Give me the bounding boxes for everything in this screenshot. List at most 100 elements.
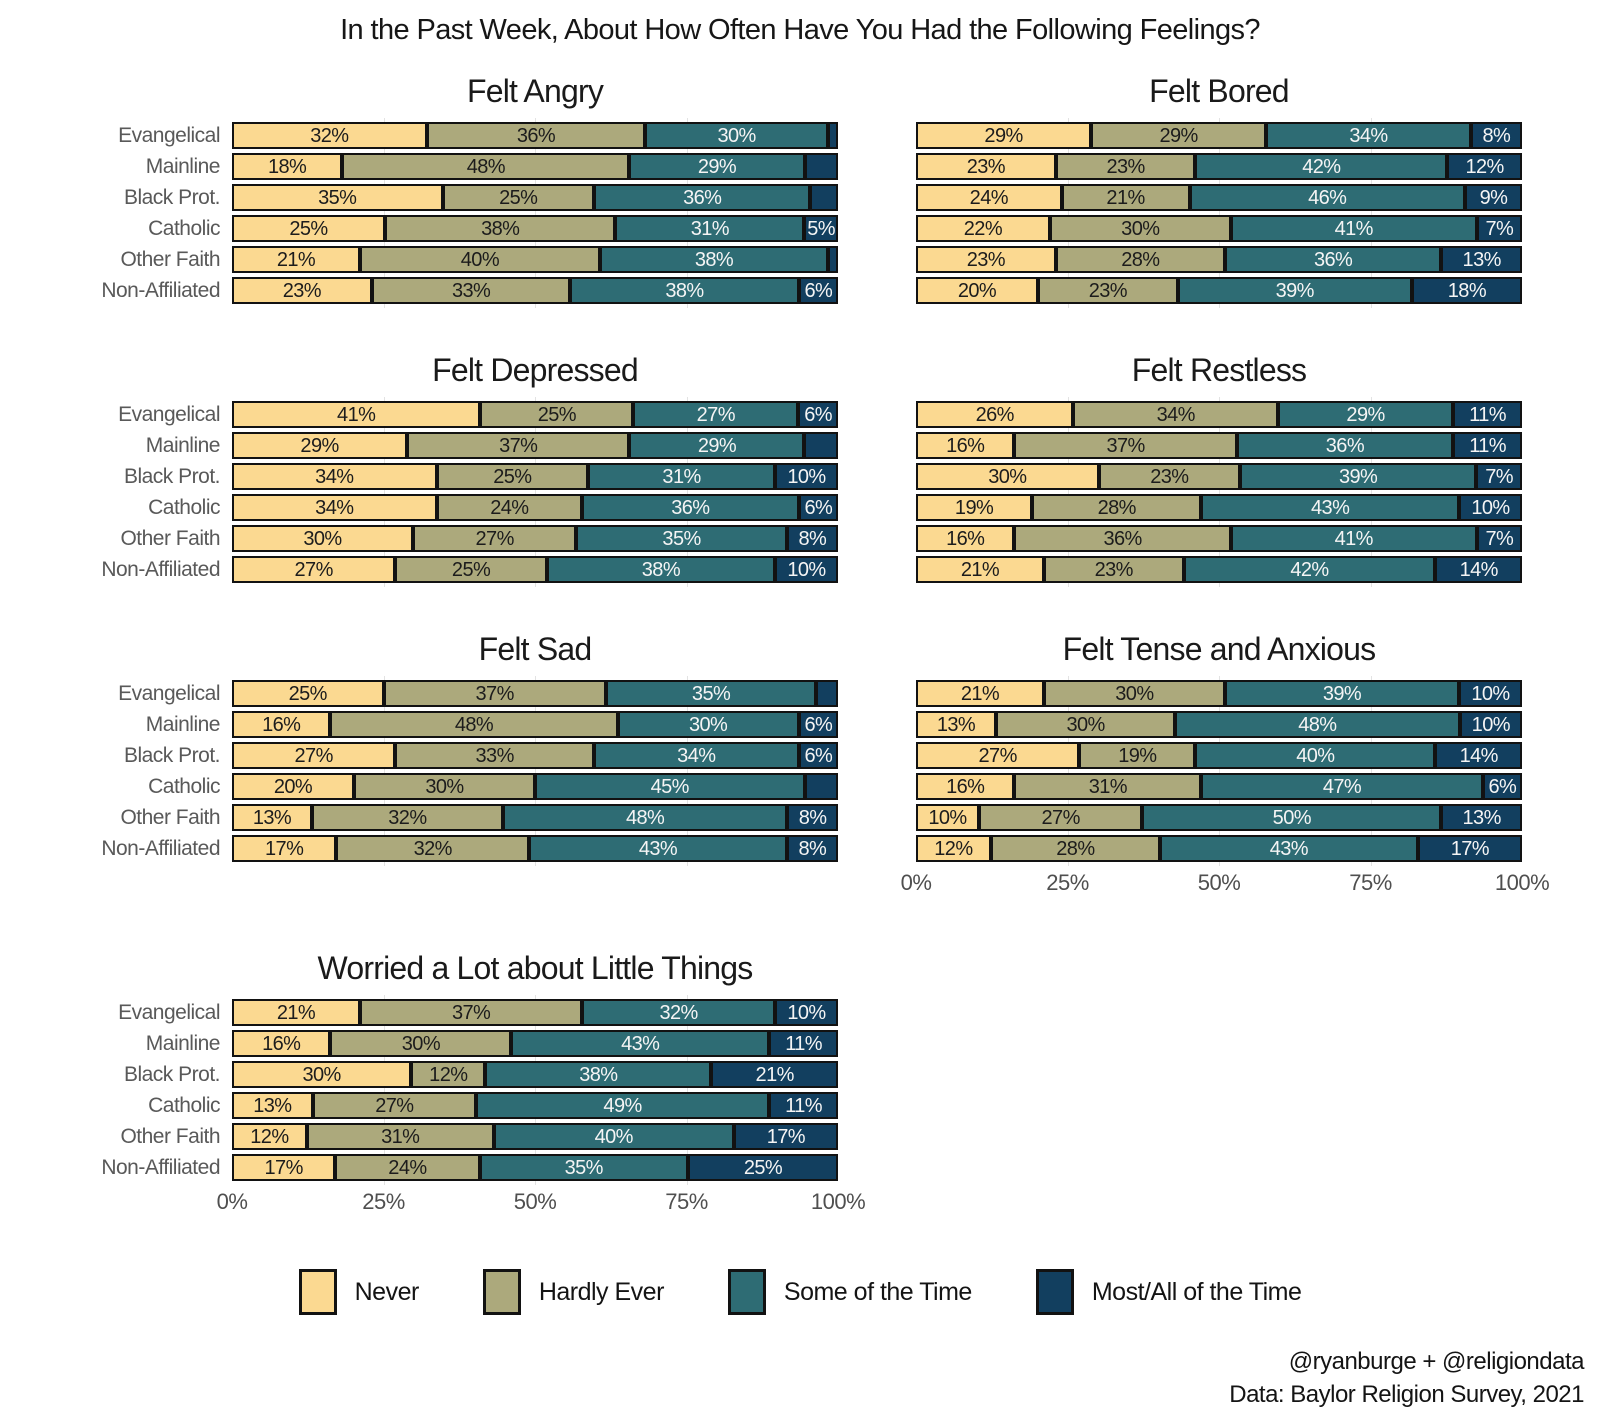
plot-area: 41% 25% 27% 6% 29% 37% 29% 34% 25% 31% 10% 34% 24% 36… (232, 397, 838, 587)
bar-value-label: 48% (1298, 713, 1337, 736)
bar-segment-some-of-the-time: 48% (502, 804, 788, 831)
gridline-25 (383, 676, 385, 866)
bar-segment-most-all-of-the-time: 12% (1447, 153, 1522, 180)
bar-value-label: 40% (1296, 744, 1335, 767)
plot-wrap: 25% 37% 35% 16% 48% 30% 6% 27% 33% 34% 6% 20% 30% 45%… (101, 676, 839, 866)
y-axis-labels: Evangelical Mainline Black Prot. Catholic Ot… (101, 122, 220, 304)
bar-segment-most-all-of-the-time: 10% (1459, 494, 1522, 521)
y-label-mainline: Mainline (145, 434, 221, 457)
bar-value-label: 29% (697, 155, 737, 178)
bar-value-label: 31% (690, 217, 730, 240)
bar-value-label: 34% (1156, 403, 1196, 426)
bar-value-label: 30% (425, 775, 464, 798)
bar-segment-some-of-the-time: 48% (1175, 711, 1460, 738)
chart-felt-sad: Felt Sad 25% 37% 35% 16% 48% 30% 6% 27% 33% 34% 6% 2… (101, 631, 839, 866)
bar-value-label: 8% (798, 837, 827, 860)
footer-handles: @ryanburge + @religiondata (1288, 1347, 1585, 1375)
bar-row-catholic: 34% 24% 36% 6% (232, 494, 838, 521)
bar-segment-most-all-of-the-time: 5% (804, 215, 838, 242)
y-label-other-faith: Other Faith (120, 527, 220, 550)
bar-segment-never: 13% (232, 1092, 313, 1119)
bar-segment-hardly-ever: 34% (1073, 401, 1278, 428)
bar-value-label: 27% (375, 1094, 414, 1117)
bar-value-label: 26% (975, 403, 1015, 426)
x-tick-100: 100% (1494, 870, 1550, 895)
gridline-50 (535, 676, 536, 866)
bar-row-black-prot: 34% 25% 31% 10% (232, 463, 838, 490)
bar-segment-never: 13% (232, 804, 312, 831)
gridline-75 (686, 995, 688, 1185)
bar-value-label: 30% (401, 1032, 441, 1055)
bar-value-label: 47% (1322, 775, 1362, 798)
bar-value-label: 34% (1349, 124, 1388, 147)
bar-segment-some-of-the-time: 42% (1183, 556, 1436, 583)
bar-value-label: 35% (564, 1156, 604, 1179)
bar-value-label: 7% (1485, 217, 1514, 240)
bar-value-label: 32% (659, 1001, 698, 1024)
bar-value-label: 8% (798, 806, 827, 829)
bar-row-mainline: 23% 23% 42% 12% (916, 153, 1522, 180)
bar-segment-hardly-ever: 27% (312, 1092, 476, 1119)
bar-value-label: 8% (1482, 124, 1511, 147)
gridline-50 (1219, 676, 1220, 866)
legend-item-some-of-the-time: Some of the Time (727, 1269, 972, 1315)
bar-row-other-faith: 23% 28% 36% 13% (916, 246, 1523, 273)
chart-felt-restless: Felt Restless 26% 34% 29% 11% 16% 37% 36% 11% 30%… (916, 352, 1523, 587)
bar-value-label: 21% (276, 1001, 316, 1024)
bar-row-other-faith: 16% 36% 41% 7% (916, 525, 1523, 552)
bar-value-label: 28% (1097, 496, 1137, 519)
bar-row-evangelical: 32% 36% 30% (232, 122, 838, 149)
bar-segment-never: 26% (916, 401, 1074, 428)
bar-segment-hardly-ever: 23% (1098, 463, 1240, 490)
bar-row-mainline: 13% 30% 48% 10% (916, 711, 1522, 738)
bar-segment-some-of-the-time: 39% (1239, 463, 1477, 490)
footer-source: Data: Baylor Religion Survey, 2021 (1229, 1381, 1584, 1409)
bar-segment-hardly-ever: 30% (1049, 215, 1231, 242)
bar-value-label: 29% (1346, 403, 1385, 426)
y-axis-labels: Evangelical Mainline Black Prot. Catholic Ot… (101, 999, 220, 1181)
bar-value-label: 6% (804, 496, 833, 519)
bar-value-label: 34% (315, 496, 354, 519)
y-label-catholic: Catholic (148, 1094, 220, 1117)
bar-row-black-prot: 24% 21% 46% 9% (916, 184, 1522, 211)
bar-value-label: 30% (988, 465, 1027, 488)
bar-value-label: 10% (928, 806, 967, 829)
bar-segment-hardly-ever: 30% (995, 711, 1176, 738)
chart-title-felt-restless: Felt Restless (1131, 352, 1307, 388)
bar-value-label: 24% (490, 496, 529, 519)
bar-value-label: 21% (276, 248, 316, 271)
bar-value-label: 10% (1471, 496, 1510, 519)
bar-segment-some-of-the-time: 36% (1224, 246, 1442, 273)
bar-segment-hardly-ever: 25% (480, 401, 634, 428)
bar-row-catholic: 16% 31% 47% 6% (916, 773, 1523, 800)
plot-area: 21% 30% 39% 10% 13% 30% 48% 10% 27% 19% 40% 14% 16% 3… (916, 676, 1523, 866)
bar-segment-hardly-ever: 37% (1014, 432, 1237, 459)
bar-value-label: 42% (1302, 155, 1341, 178)
bar-segment-most-all-of-the-time: 8% (1470, 122, 1522, 149)
bar-segment-hardly-ever: 36% (1014, 525, 1231, 552)
chart-title-felt-tense-and-anxious: Felt Tense and Anxious (1062, 631, 1377, 667)
bar-value-label: 11% (1469, 434, 1506, 457)
legend-swatch-hardly-ever (482, 1269, 521, 1315)
chart-grid-row-2: Felt Depressed 41% 25% 27% 6% 29% 37% 29% 34% 25%… (0, 352, 1600, 587)
bar-segment-most-all-of-the-time: 6% (798, 494, 838, 521)
x-tick-50: 50% (513, 1189, 557, 1214)
bar-segment-never: 16% (916, 432, 1015, 459)
y-label-black-prot: Black Prot. (123, 465, 221, 488)
bar-segment-some-of-the-time: 34% (1266, 122, 1471, 149)
plot-wrap: 41% 25% 27% 6% 29% 37% 29% 34% 25% 31% 10% 34% 24% 36… (101, 397, 838, 587)
bar-segment-never: 16% (232, 1030, 331, 1057)
bar-value-label: 12% (1465, 155, 1504, 178)
chart-title-worried-a-lot-about-little-things: Worried a Lot about Little Things (317, 950, 754, 986)
y-axis-labels: Evangelical Mainline Black Prot. Catholic Ot… (101, 401, 220, 583)
bar-segment-most-all-of-the-time: 17% (733, 1123, 838, 1150)
bar-segment-never: 13% (916, 711, 996, 738)
bar-segment-some-of-the-time: 29% (1278, 401, 1454, 428)
gridline-50 (535, 397, 536, 587)
gridline-75 (1370, 118, 1372, 308)
bar-value-label: 21% (960, 682, 1000, 705)
bar-value-label: 22% (963, 217, 1003, 240)
plot-area: 26% 34% 29% 11% 16% 37% 36% 11% 30% 23% 39% 7% 19% 28… (916, 397, 1523, 587)
bar-segment-some-of-the-time: 35% (479, 1154, 688, 1181)
bar-row-non-affiliated: 23% 33% 38% 6% (232, 277, 839, 304)
